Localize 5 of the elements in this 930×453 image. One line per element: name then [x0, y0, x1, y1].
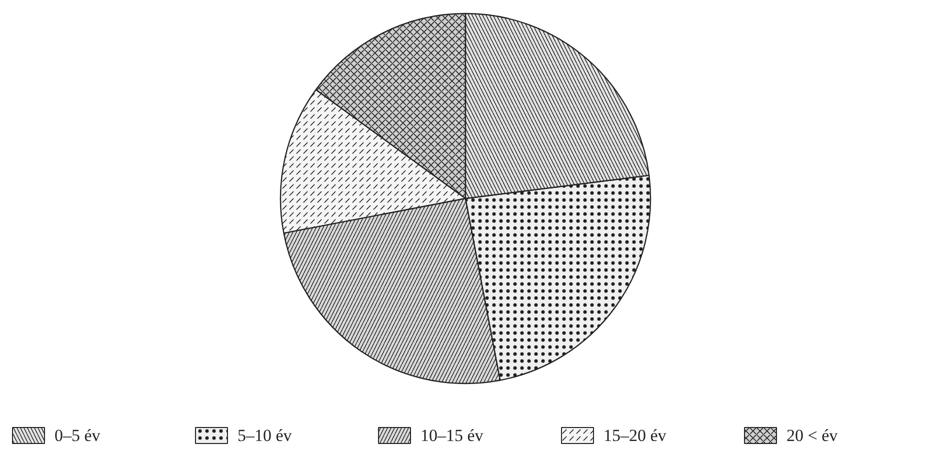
legend-label: 5–10 év — [238, 426, 292, 445]
legend-label: 20 < év — [786, 426, 838, 445]
legend-label: 10–15 év — [420, 426, 484, 445]
legend-label: 15–20 év — [604, 426, 667, 445]
legend-label: 0–5 év — [54, 426, 101, 445]
